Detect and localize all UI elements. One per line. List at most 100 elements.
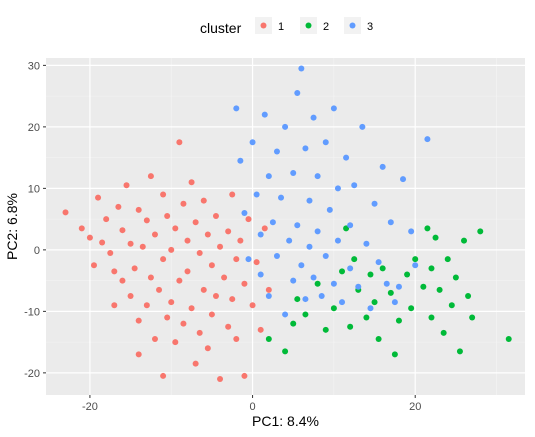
point-cluster-1	[164, 213, 171, 220]
point-cluster-3	[412, 262, 419, 269]
point-cluster-2	[379, 265, 386, 272]
point-cluster-3	[359, 123, 366, 130]
point-cluster-1	[184, 268, 191, 275]
point-cluster-3	[339, 299, 346, 306]
point-cluster-3	[253, 191, 260, 198]
point-cluster-2	[290, 320, 297, 327]
point-cluster-1	[188, 305, 195, 312]
point-cluster-1	[229, 191, 236, 198]
point-cluster-2	[444, 256, 451, 263]
legend-key-2	[305, 22, 312, 29]
axis-ticks: -20 0 20 -20 -10 0 10 20 30	[24, 60, 421, 413]
point-cluster-3	[395, 283, 402, 290]
point-cluster-3	[326, 206, 333, 213]
grid-minor	[46, 58, 525, 395]
point-cluster-1	[111, 302, 118, 309]
point-cluster-2	[322, 326, 329, 333]
point-cluster-3	[245, 256, 252, 263]
point-cluster-2	[469, 314, 476, 321]
point-cluster-3	[343, 154, 350, 161]
point-cluster-3	[310, 114, 317, 121]
point-cluster-1	[200, 286, 207, 293]
point-cluster-3	[334, 185, 341, 192]
point-cluster-2	[452, 274, 459, 281]
point-cluster-2	[412, 256, 419, 263]
point-cluster-1	[180, 320, 187, 327]
point-cluster-2	[265, 336, 272, 343]
point-cluster-1	[147, 274, 154, 281]
point-cluster-2	[363, 314, 370, 321]
point-cluster-1	[127, 292, 134, 299]
point-cluster-3	[355, 283, 362, 290]
point-cluster-1	[147, 173, 154, 180]
y-tick-label: -10	[24, 306, 40, 318]
point-cluster-3	[290, 277, 297, 284]
point-cluster-2	[302, 311, 309, 318]
point-cluster-3	[298, 262, 305, 269]
point-cluster-1	[156, 286, 163, 293]
legend-key-1	[260, 22, 267, 29]
point-cluster-1	[265, 286, 272, 293]
point-cluster-3	[391, 299, 398, 306]
point-cluster-1	[172, 339, 179, 346]
point-cluster-3	[306, 197, 313, 204]
point-cluster-1	[233, 256, 240, 263]
legend-label-2: 2	[323, 21, 329, 33]
point-cluster-1	[151, 231, 158, 238]
point-cluster-3	[314, 228, 321, 235]
point-cluster-1	[245, 216, 252, 223]
point-cluster-2	[375, 336, 382, 343]
point-cluster-1	[208, 311, 215, 318]
point-cluster-3	[347, 222, 354, 229]
point-cluster-3	[257, 271, 264, 278]
point-cluster-1	[253, 259, 260, 266]
point-cluster-3	[387, 219, 394, 226]
point-cluster-1	[180, 200, 187, 207]
point-cluster-1	[217, 376, 224, 383]
point-cluster-1	[78, 225, 85, 232]
point-cluster-3	[302, 145, 309, 152]
point-cluster-1	[143, 217, 150, 224]
plot-panel	[46, 58, 525, 395]
point-cluster-3	[375, 259, 382, 266]
point-cluster-2	[420, 283, 427, 290]
point-cluster-1	[188, 179, 195, 186]
point-cluster-1	[123, 182, 130, 189]
point-cluster-3	[265, 292, 272, 299]
x-tick-label: 0	[250, 401, 256, 413]
legend-key-3	[349, 22, 356, 29]
point-cluster-1	[119, 227, 126, 234]
legend-title: cluster	[200, 20, 242, 36]
point-cluster-3	[241, 209, 248, 216]
point-cluster-1	[151, 336, 158, 343]
point-cluster-3	[273, 148, 280, 155]
point-cluster-1	[229, 296, 236, 303]
point-cluster-1	[95, 194, 102, 201]
point-cluster-1	[241, 280, 248, 287]
point-cluster-2	[387, 289, 394, 296]
point-cluster-1	[62, 209, 69, 216]
point-cluster-1	[241, 372, 248, 379]
point-cluster-1	[217, 243, 224, 250]
point-cluster-2	[428, 314, 435, 321]
point-cluster-1	[176, 277, 183, 284]
point-cluster-1	[208, 262, 215, 269]
point-cluster-2	[395, 317, 402, 324]
point-cluster-2	[391, 351, 398, 358]
point-cluster-2	[477, 228, 484, 235]
point-cluster-3	[282, 311, 289, 318]
point-cluster-2	[505, 336, 512, 343]
point-cluster-1	[196, 249, 203, 256]
point-cluster-2	[440, 329, 447, 336]
point-cluster-2	[436, 286, 443, 293]
point-cluster-3	[424, 136, 431, 143]
point-cluster-3	[314, 173, 321, 180]
y-axis-title: PC2: 6.8%	[4, 193, 20, 260]
point-cluster-1	[90, 262, 97, 269]
y-tick-label: 0	[34, 245, 40, 257]
y-tick-label: 20	[28, 122, 40, 134]
y-tick-label: -20	[24, 368, 40, 380]
legend-label-1: 1	[278, 21, 284, 33]
point-cluster-2	[461, 237, 468, 244]
